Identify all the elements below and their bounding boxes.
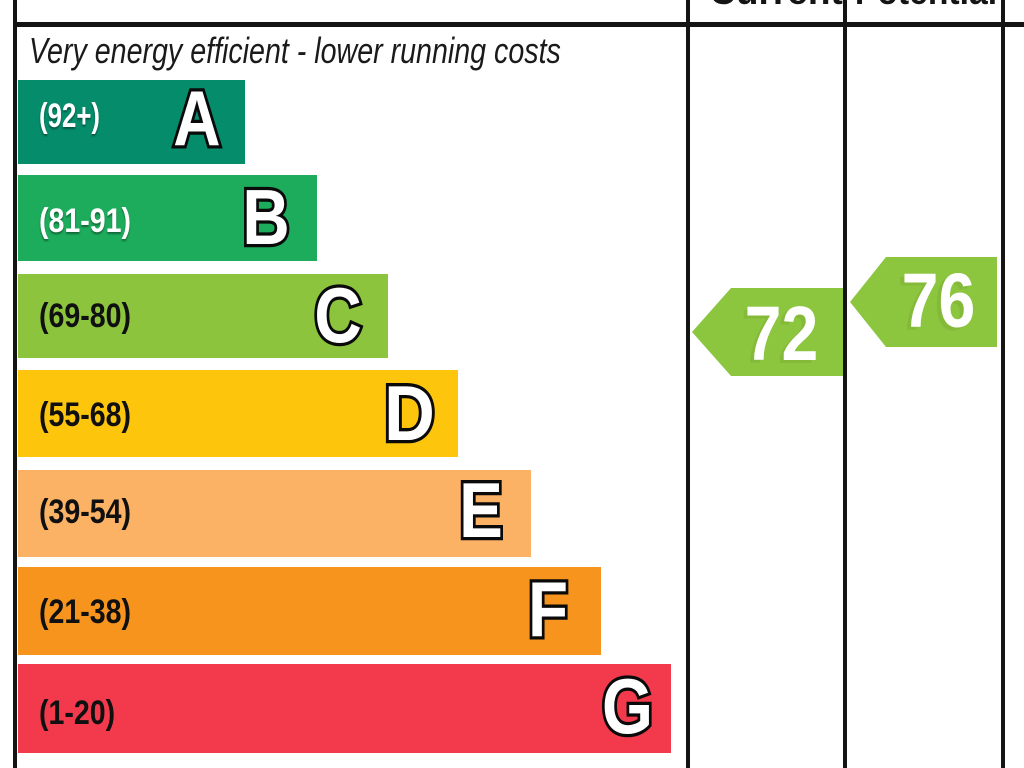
svg-text:F: F xyxy=(528,567,568,654)
svg-text:C: C xyxy=(314,273,361,360)
svg-text:72: 72 xyxy=(741,294,815,380)
svg-text:72: 72 xyxy=(745,291,819,377)
svg-text:A: A xyxy=(173,76,220,163)
svg-text:76: 76 xyxy=(902,258,976,344)
svg-text:B: B xyxy=(242,175,289,262)
svg-text:G: G xyxy=(602,664,653,751)
svg-text:D: D xyxy=(384,370,435,457)
svg-text:76: 76 xyxy=(898,261,972,347)
svg-text:E: E xyxy=(459,468,503,555)
